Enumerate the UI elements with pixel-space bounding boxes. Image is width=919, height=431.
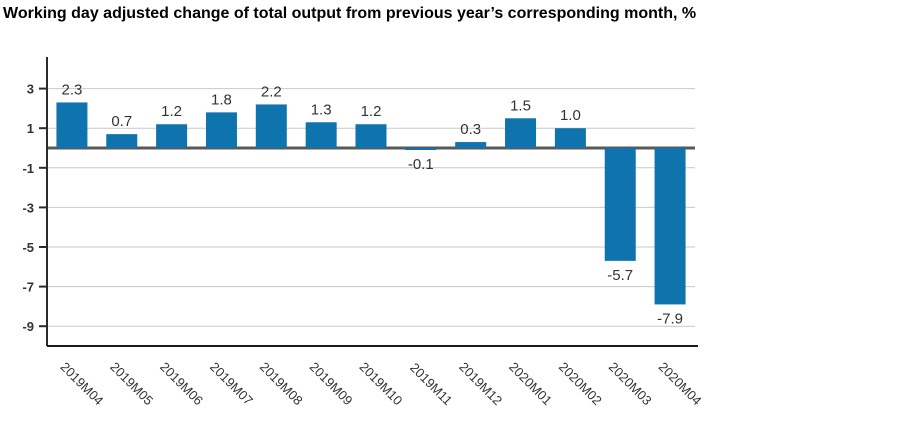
x-tick-label: 2020M04: [656, 359, 705, 408]
y-tick-label: 3: [27, 82, 34, 97]
bar: [106, 134, 138, 148]
bar: [56, 102, 88, 148]
bar: [405, 148, 437, 150]
x-tick-label: 2019M10: [357, 359, 406, 408]
x-tick-label: 2019M12: [456, 359, 505, 408]
bar-value-label: 2.2: [261, 83, 282, 100]
bar-value-label: 0.7: [111, 113, 132, 130]
x-tick-label: 2019M09: [307, 359, 356, 408]
bar-value-label: 1.2: [361, 103, 382, 120]
bar-value-label: 1.2: [161, 103, 182, 120]
bar: [554, 128, 586, 148]
chart-title: Working day adjusted change of total out…: [3, 5, 697, 22]
bar-value-label: 0.3: [460, 121, 481, 138]
bar-value-label: -5.7: [607, 267, 633, 284]
bar: [654, 148, 686, 305]
x-tick-label: 2019M11: [407, 360, 455, 408]
bar-value-label: 1.5: [510, 97, 531, 114]
y-tick-label: -3: [22, 200, 34, 215]
bar-value-label: 2.3: [61, 81, 82, 98]
bar: [205, 112, 237, 148]
bar: [255, 104, 287, 148]
bar: [355, 124, 387, 148]
bar-value-label: -7.9: [657, 310, 683, 327]
x-tick-label: 2019M07: [207, 359, 256, 408]
y-tick-label: 1: [27, 121, 34, 136]
x-tick-label: 2019M08: [257, 359, 306, 408]
y-tick-label: -5: [22, 240, 34, 255]
x-tick-label: 2020M03: [606, 359, 655, 408]
bar-value-label: 1.8: [211, 91, 232, 108]
x-tick-label: 2019M06: [157, 359, 206, 408]
y-tick-label: -7: [22, 280, 34, 295]
bar-value-label: -0.1: [408, 156, 434, 173]
bar-chart: 3 1 -1 -3 -5 -7 -9 2.3 2019M04 0.7 2019M05 1.2 2019M…: [22, 57, 705, 408]
x-tick-label: 2019M05: [107, 359, 156, 408]
x-tick-label: 2019M04: [57, 359, 106, 408]
bar-value-label: 1.0: [560, 107, 581, 124]
bar: [455, 142, 487, 148]
bar: [505, 118, 537, 148]
y-tick-label: -1: [22, 161, 34, 176]
bar: [305, 122, 337, 148]
bar: [156, 124, 188, 148]
x-tick-label: 2020M02: [556, 359, 605, 408]
bar-value-label: 1.3: [311, 101, 332, 118]
bar: [604, 148, 636, 261]
x-tick-label: 2020M01: [506, 359, 555, 408]
y-tick-label: -9: [22, 319, 34, 334]
